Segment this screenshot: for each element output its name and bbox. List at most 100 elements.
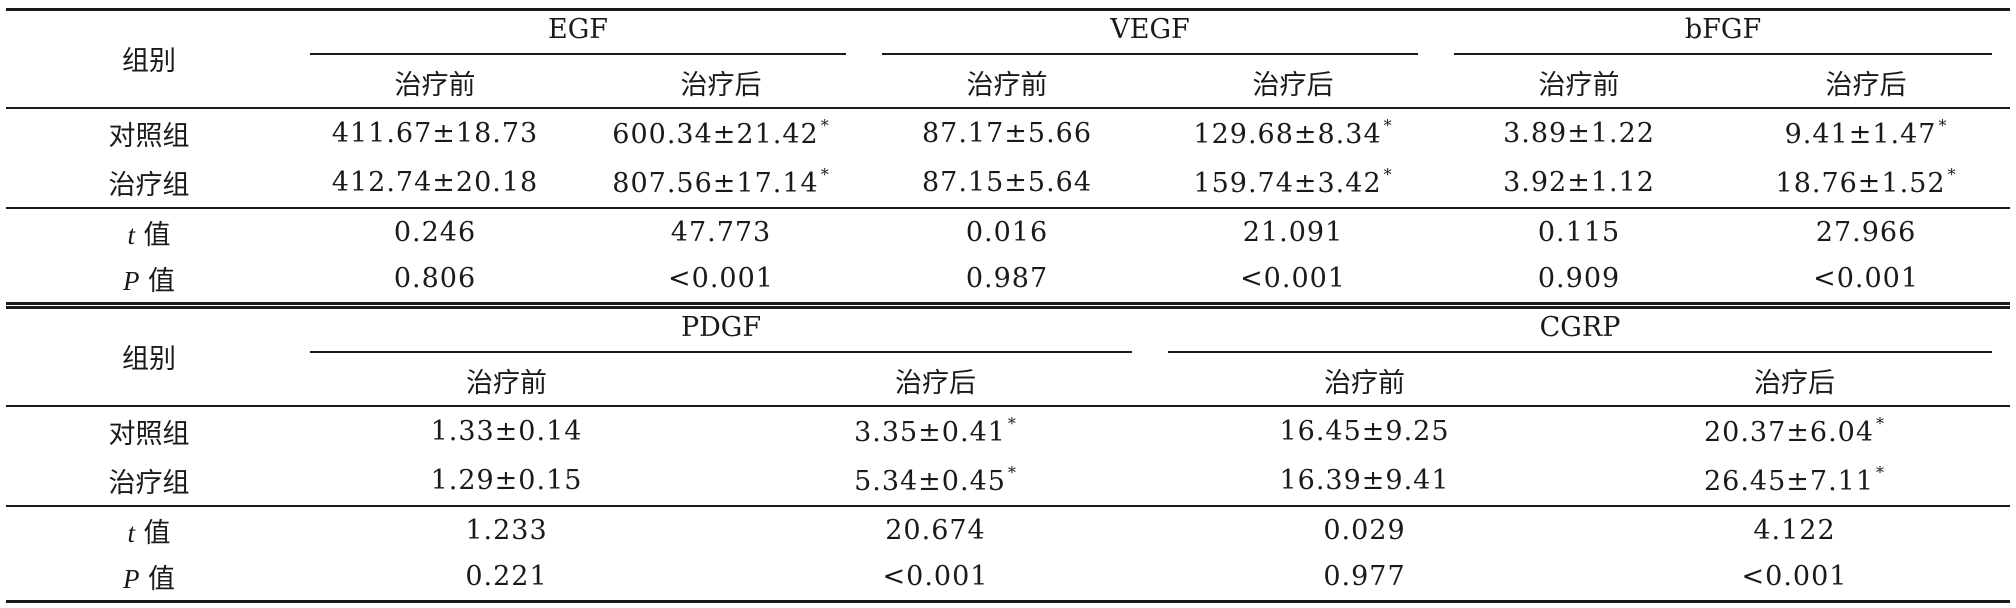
row-label: P 值 xyxy=(6,255,292,305)
significance-mark: * xyxy=(1947,165,1957,184)
stat-label: 值 xyxy=(134,517,171,549)
sub-header-after: 治疗后 xyxy=(1252,69,1334,101)
marker-label: bFGF xyxy=(1684,13,1762,45)
t-value-row: t 值 1.233 20.674 0.029 4.122 xyxy=(6,504,2011,554)
p-value-row: P 值 0.221 <0.001 0.977 <0.001 xyxy=(6,553,2011,603)
sub-header-after: 治疗后 xyxy=(895,367,976,399)
cell: 87.17±5.66 xyxy=(864,106,1151,158)
table-row: 治疗组 1.29±0.15 5.34±0.45 * 16.39±9.41 26.4… xyxy=(6,456,2010,506)
stat-symbol: P xyxy=(122,564,140,595)
stat-symbol: t xyxy=(127,517,135,548)
header-rule xyxy=(310,52,847,55)
header-rule xyxy=(1168,350,1993,353)
cell: 16.39±9.41 xyxy=(1279,464,1450,496)
cell: 4.122 xyxy=(1579,504,2011,554)
cell: 26.45±7.11 * xyxy=(1579,456,2010,506)
sub-header-before: 治疗前 xyxy=(966,69,1048,101)
cell: 411.67±18.73 xyxy=(292,106,578,158)
stat-label: 值 xyxy=(139,564,176,596)
sub-header-before: 治疗前 xyxy=(466,367,547,399)
row-label: 治疗组 xyxy=(108,467,190,499)
cell: 0.806 xyxy=(292,255,578,305)
significance-mark: * xyxy=(820,165,830,184)
cell: 129.68±8.34 * xyxy=(1150,106,1437,158)
significance-mark: * xyxy=(1938,116,1948,135)
cell: 3.92±1.12 xyxy=(1503,166,1655,198)
cell: 18.76±1.52 * xyxy=(1722,158,2010,208)
cell: <0.001 xyxy=(578,255,865,305)
cell: 16.45±9.25 xyxy=(1150,404,1579,456)
sub-header-before: 治疗前 xyxy=(1324,367,1405,399)
cell: 9.41±1.47 * xyxy=(1722,106,2011,158)
cell-value: 9.41±1.47 xyxy=(1784,119,1937,150)
t-value-row: t 值 0.246 47.773 0.016 21.091 0.115 27.9… xyxy=(6,206,2011,256)
row-label: t 值 xyxy=(6,206,292,256)
cell: 0.987 xyxy=(864,255,1151,305)
sub-header-after: 治疗后 xyxy=(680,69,762,101)
stat-label: 值 xyxy=(134,219,171,251)
marker-label: CGRP xyxy=(1539,311,1621,343)
cell: 0.909 xyxy=(1436,255,1723,305)
header-rule xyxy=(1454,52,1993,55)
table-row: 治疗组 412.74±20.18 807.56±17.14 * 87.15±5.6… xyxy=(6,158,2010,208)
table-growth-factors-1: 组别 EGF VEGF bFGF 治疗前 治疗后 治疗前 治疗后 治疗前 治疗后… xyxy=(6,8,2011,305)
cell: 20.37±6.04 * xyxy=(1579,404,2011,456)
cell: 600.34±21.42 * xyxy=(578,106,865,158)
cell-value: 807.56±17.14 xyxy=(612,168,819,199)
significance-mark: * xyxy=(1876,463,1886,482)
cell-value: 600.34±21.42 xyxy=(612,119,819,150)
significance-mark: * xyxy=(1876,414,1886,433)
cell-value: 159.74±3.42 xyxy=(1193,168,1382,199)
sub-header-after: 治疗后 xyxy=(1754,367,1835,399)
header-rule xyxy=(310,350,1132,353)
stat-symbol: t xyxy=(127,219,135,250)
significance-mark: * xyxy=(820,116,830,135)
sub-header-after: 治疗后 xyxy=(1825,69,1907,101)
cell: <0.001 xyxy=(1150,255,1437,305)
cell-value: 3.35±0.41 xyxy=(854,417,1006,448)
marker-header-egf: EGF xyxy=(292,8,865,58)
cell: <0.001 xyxy=(1579,553,2011,603)
row-label: P 值 xyxy=(6,553,292,603)
cell: 87.15±5.64 xyxy=(921,166,1093,198)
marker-label: EGF xyxy=(548,13,609,45)
cell-value: 129.68±8.34 xyxy=(1193,119,1382,150)
cell: 1.33±0.14 xyxy=(292,404,721,456)
cell-value: 5.34±0.45 xyxy=(854,466,1006,497)
marker-header-bfgf: bFGF xyxy=(1436,8,2011,58)
cell-value: 18.76±1.52 xyxy=(1775,168,1946,199)
cell-value: 20.37±6.04 xyxy=(1703,417,1875,448)
marker-label: VEGF xyxy=(1110,13,1190,45)
p-value-row: P 值 0.806 <0.001 0.987 <0.001 0.909 <0.0… xyxy=(6,255,2011,305)
table-growth-factors-2: 组别 PDGF CGRP 治疗前 治疗后 治疗前 治疗后 对照组 1.33±0.… xyxy=(6,306,2011,603)
cell: 0.029 xyxy=(1150,504,1579,554)
cell: 3.35±0.41 * xyxy=(721,404,1150,456)
cell: 1.233 xyxy=(292,504,721,554)
row-label: t 值 xyxy=(6,504,292,554)
row-label: 治疗组 xyxy=(108,169,190,201)
cell: 412.74±20.18 xyxy=(331,166,539,198)
sub-header-before: 治疗前 xyxy=(394,69,476,101)
cell: 0.977 xyxy=(1150,553,1579,603)
cell: 5.34±0.45 * xyxy=(721,456,1150,506)
cell: 3.89±1.22 xyxy=(1436,106,1723,158)
table-row: 对照组 1.33±0.14 3.35±0.41 * 16.45±9.25 20.3… xyxy=(6,404,2011,456)
cell: 20.674 xyxy=(721,504,1150,554)
cell: 807.56±17.14 * xyxy=(578,158,864,208)
significance-mark: * xyxy=(1007,463,1017,482)
cell: 1.29±0.15 xyxy=(430,464,583,496)
cell: <0.001 xyxy=(721,553,1150,603)
marker-header-vegf: VEGF xyxy=(864,8,1437,58)
cell: 0.221 xyxy=(292,553,721,603)
cell: 47.773 xyxy=(578,206,865,256)
cell-value: 26.45±7.11 xyxy=(1703,466,1875,497)
significance-mark: * xyxy=(1383,165,1393,184)
cell: <0.001 xyxy=(1722,255,2011,305)
cell: 159.74±3.42 * xyxy=(1150,158,1436,208)
cell: 0.115 xyxy=(1436,206,1723,256)
sub-header-before: 治疗前 xyxy=(1538,69,1620,101)
cell: 0.016 xyxy=(864,206,1151,256)
row-label: 对照组 xyxy=(6,106,292,158)
row-label: 对照组 xyxy=(6,404,292,456)
stat-symbol: P xyxy=(122,266,140,297)
